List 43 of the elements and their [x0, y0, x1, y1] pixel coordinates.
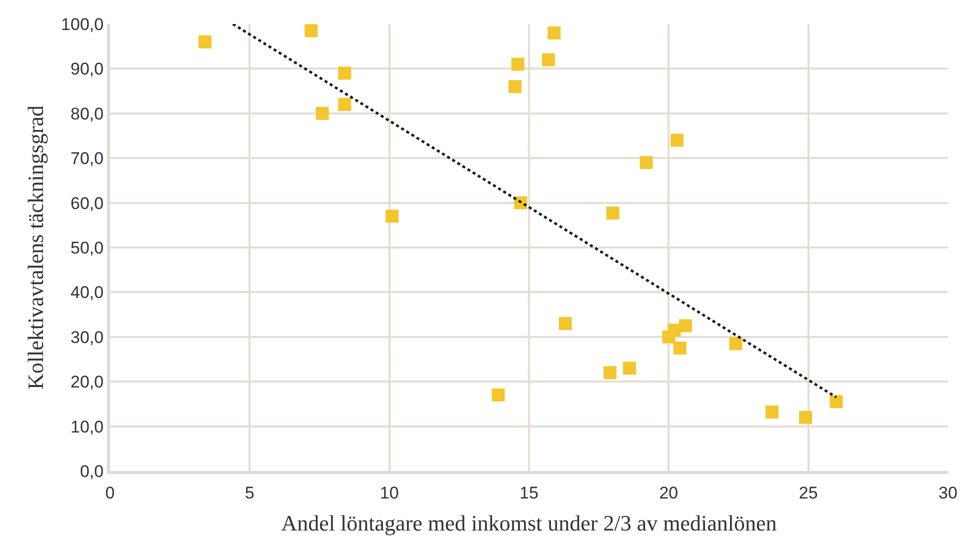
y-tick-label: 90,0 [70, 60, 104, 79]
y-tick-label: 40,0 [70, 283, 104, 302]
x-tick-label: 30 [938, 483, 958, 502]
point [511, 58, 524, 71]
x-tick-label: 10 [380, 483, 399, 502]
point [548, 26, 561, 40]
y-tick-label: 30,0 [70, 328, 104, 347]
y-tick-label: 50,0 [70, 238, 104, 258]
point [606, 206, 620, 220]
point [304, 24, 318, 38]
x-tick-label: 20 [659, 483, 678, 502]
y-tick-label: 80,0 [70, 104, 104, 124]
y-tick-label: 100,0 [61, 14, 104, 34]
point [492, 388, 505, 402]
point [670, 134, 684, 147]
y-tick-label: 20,0 [70, 372, 104, 392]
point [604, 366, 617, 380]
y-tick-label: 60,0 [70, 194, 104, 213]
point [830, 395, 843, 408]
point [338, 66, 352, 80]
point [386, 210, 399, 223]
y-tick-label: 0,0 [80, 462, 104, 481]
x-axis-title: Andel löntagare med inkomst under 2/3 av medianlönen [281, 510, 777, 536]
point [729, 337, 742, 350]
point [338, 98, 352, 111]
point [198, 35, 212, 48]
x-tick-label: 0 [105, 483, 115, 502]
point [316, 106, 329, 120]
point [558, 316, 572, 330]
point [678, 319, 692, 332]
x-tick-label: 25 [798, 483, 818, 502]
point [766, 406, 779, 418]
point [640, 156, 653, 170]
y-axis-title: Kollektivavtalens täckningsgrad [22, 105, 48, 390]
point [623, 362, 636, 375]
y-tick-label: 70,0 [70, 149, 104, 168]
point [508, 80, 522, 94]
y-tick-label: 10,0 [70, 417, 104, 436]
point [799, 410, 812, 424]
point [673, 342, 686, 355]
x-tick-label: 5 [244, 483, 254, 502]
x-tick-label: 15 [520, 483, 538, 502]
point [542, 53, 556, 66]
